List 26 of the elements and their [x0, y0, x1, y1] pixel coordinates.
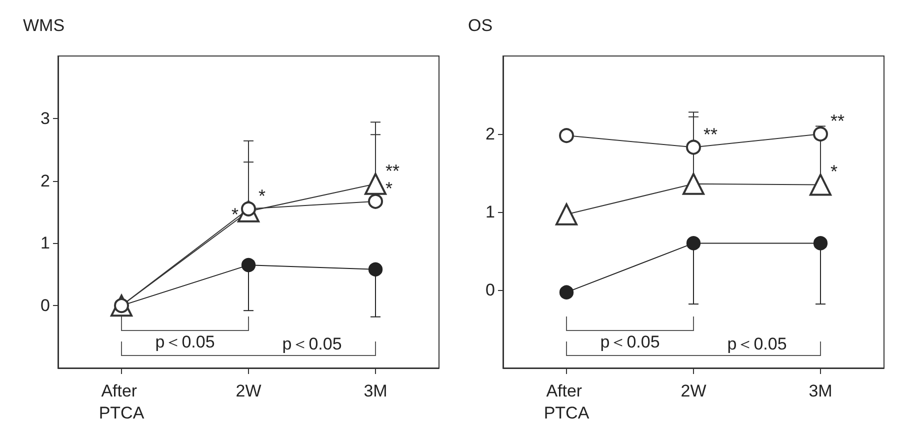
annotation: p＜0.05: [600, 332, 660, 352]
annotation: p＜0.05: [155, 332, 215, 352]
y-tick-label: 2: [486, 124, 495, 144]
x-tick-label: 2W: [236, 382, 262, 400]
x-tick-label: 2W: [680, 382, 706, 400]
annotation: *: [231, 204, 238, 224]
y-tick-label: 0: [40, 296, 50, 316]
annotation: **: [830, 111, 845, 131]
y-tick-label: 0: [486, 280, 495, 300]
chart-title: WMS: [23, 16, 65, 35]
x-tick-label: After PTCA: [98, 382, 145, 422]
annotation: *: [386, 178, 393, 198]
x-tick-label: 3M: [808, 382, 832, 400]
chart-title: OS: [468, 16, 493, 35]
y-tick-label: 1: [486, 202, 495, 222]
annotation: p＜0.05: [727, 334, 787, 354]
annotation: *: [258, 186, 266, 206]
y-tick-label: 3: [40, 108, 50, 128]
annotation: **: [386, 160, 400, 181]
annotation: *: [830, 162, 838, 182]
x-tick-label: 3M: [364, 382, 388, 400]
annotation: p＜0.05: [282, 334, 342, 354]
x-tick-label: After PTCA: [544, 382, 590, 422]
annotation: **: [704, 124, 718, 144]
y-tick-label: 2: [40, 171, 50, 190]
y-tick-label: 1: [40, 234, 50, 253]
